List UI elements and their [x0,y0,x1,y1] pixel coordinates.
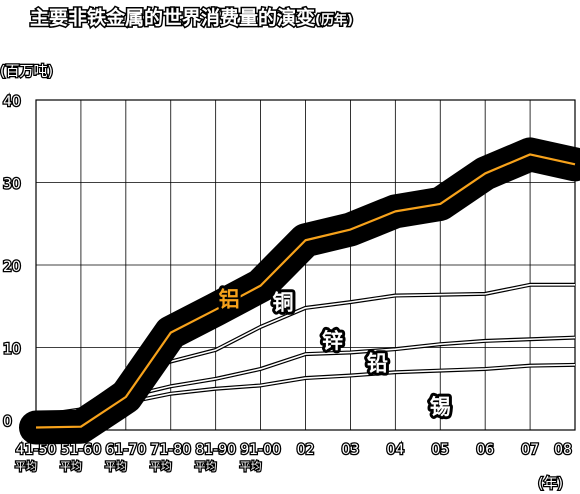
x-tick-label: 61-70 [105,442,146,458]
x-tick-label: 71-80 [150,442,191,458]
x-axis-unit: (年) [538,476,563,492]
x-tick-label: 02 [297,442,315,458]
x-tick: 07 [520,441,540,460]
x-tick-sublabel: 平均 [240,460,262,473]
x-tick-label: 51-60 [61,442,102,458]
x-tick: 91-00 平均 [238,441,282,475]
chart-series [19,137,580,445]
x-tick: 51-60 平均 [59,441,103,475]
x-tick: 03 [340,441,360,460]
series-label-锡: 锡 [430,395,451,419]
x-tick-label: 91-00 [240,442,281,458]
series-label-铜: 铜 [273,290,294,314]
chart-title-main: 主要非铁金属的世界消费量的演变 [30,6,315,29]
x-tick-label: 06 [476,442,494,458]
x-tick-label: 03 [342,442,360,458]
x-tick: 02 [295,441,315,460]
y-tick-label: 20 [3,259,21,275]
series-label-锌: 锌 [322,329,343,353]
x-tick-label: 08 [554,442,572,458]
series-line [35,153,576,429]
y-axis-unit: (百万吨) [0,64,53,80]
x-tick-label: 07 [521,442,539,458]
y-tick-label: 40 [3,94,21,110]
x-tick-label: 41-50 [16,442,57,458]
series-label-铅: 铅 [367,352,388,376]
x-tick: 61-70 平均 [104,441,148,475]
x-tick-sublabel: 平均 [195,460,217,473]
x-tick: 06 [475,441,496,460]
x-tick-sublabel: 平均 [105,460,127,473]
chart-title-suffix: (历年) [315,12,353,28]
x-tick-sublabel: 平均 [60,460,82,473]
x-tick-label: 04 [386,442,404,458]
y-axis-ticks: 0 10 20 30 40 [2,93,22,432]
x-tick: 08 [553,441,573,460]
series-label-铝: 铝 [219,287,240,311]
x-tick: 41-50 平均 [14,441,58,475]
x-tick: 71-80 平均 [148,441,192,475]
x-axis-ticks: 41-50平均51-60平均61-70平均71-80平均81-90平均91-00… [14,441,574,475]
y-tick-label: 10 [3,342,21,358]
series-铝 [19,137,580,445]
x-tick: 04 [385,441,406,460]
x-tick-sublabel: 平均 [150,460,172,473]
x-tick-sublabel: 平均 [15,460,37,473]
chart-title: 主要非铁金属的世界消费量的演变(历年) [30,6,353,29]
x-tick-label: 81-90 [195,442,236,458]
x-tick: 81-90 平均 [193,441,237,475]
y-tick-label: 0 [3,414,12,430]
y-tick-label: 30 [3,177,21,193]
x-tick: 05 [430,441,450,460]
x-tick-label: 05 [431,442,449,458]
